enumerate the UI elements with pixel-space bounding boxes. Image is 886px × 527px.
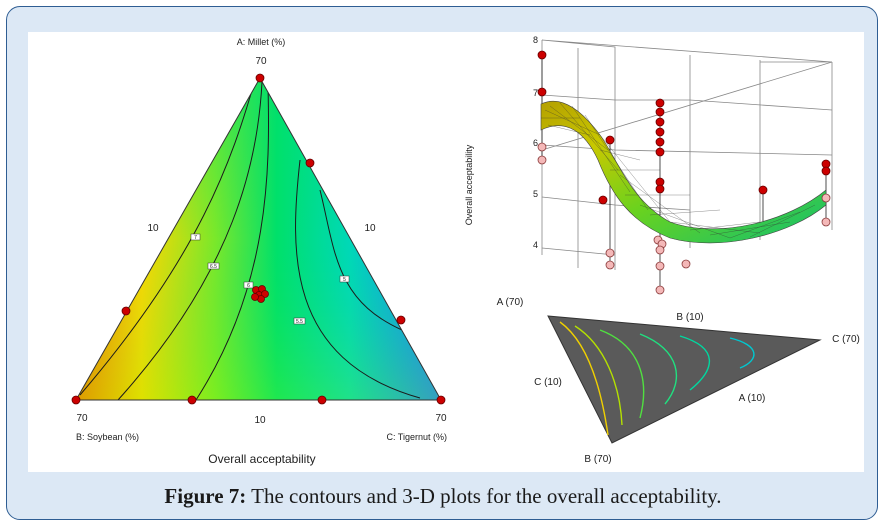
- contour-line-5: [319, 189, 403, 331]
- vertex-b-value: 70: [76, 413, 88, 424]
- base-contour: [679, 335, 711, 391]
- z-tick: 7: [533, 88, 538, 98]
- design-point: [71, 395, 81, 405]
- z-tick: 5: [533, 189, 538, 199]
- design-point-above: [655, 107, 665, 117]
- design-point: [251, 293, 259, 301]
- vertex-c-title: C: Tigernut (%): [386, 432, 447, 442]
- design-point: [396, 315, 406, 325]
- contour-label-6: 6: [247, 283, 250, 289]
- surface-mesh: [544, 102, 816, 239]
- design-point: [436, 395, 446, 405]
- vertex-a-title: A: Millet (%): [237, 37, 286, 47]
- box-grid-horizontal: [541, 94, 833, 256]
- design-point: [317, 395, 327, 405]
- design-points: [71, 73, 446, 405]
- base-triangle: [547, 315, 822, 444]
- base-label-c-right: C (70): [832, 334, 860, 345]
- design-point-above: [537, 50, 547, 60]
- design-point-above: [655, 137, 665, 147]
- design-point: [121, 306, 131, 316]
- base-contour: [574, 325, 623, 426]
- design-point: [305, 158, 315, 168]
- z-tick: 6: [533, 138, 538, 148]
- ternary-outline: [75, 76, 442, 401]
- design-point-above: [605, 135, 615, 145]
- design-point: [187, 395, 197, 405]
- base-label-a-lower: A (10): [739, 393, 766, 404]
- design-point-above: [655, 127, 665, 137]
- z-tick: 8: [533, 35, 538, 45]
- contour-label-6-5: 6.5: [210, 264, 217, 270]
- z-axis-label: Overall acceptability: [464, 144, 474, 225]
- ternary-plot: A: Millet (%) 70 7 6.5 6 5 5.5: [71, 37, 447, 466]
- base-label-b-upper: B (10): [676, 312, 703, 323]
- caption-text: The contours and 3-D plots for the overa…: [251, 484, 722, 508]
- edge-label-bottom: 10: [254, 415, 266, 426]
- base-contour: [729, 337, 755, 369]
- base-contour: [559, 321, 609, 436]
- contour-label-5: 5: [343, 277, 346, 283]
- caption-label: Figure 7:: [164, 484, 247, 508]
- design-point-above: [758, 185, 768, 195]
- base-contour: [639, 333, 678, 405]
- design-point-below: [821, 193, 831, 203]
- base-label-b-bottom: B (70): [584, 454, 611, 465]
- design-point-above: [655, 184, 665, 194]
- base-label-c-left: C (10): [534, 377, 562, 388]
- response-surface: [540, 100, 827, 244]
- design-point-above: [537, 87, 547, 97]
- contour-label-7: 7: [194, 235, 197, 241]
- design-point-below: [605, 260, 615, 270]
- design-point-below: [655, 261, 665, 271]
- contour-line-5-5: [295, 159, 421, 399]
- design-point-below: [605, 248, 615, 258]
- base-contour: [599, 329, 645, 419]
- design-point-above: [655, 98, 665, 108]
- design-point-above: [821, 166, 831, 176]
- design-point: [261, 290, 269, 298]
- design-point-below: [537, 155, 547, 165]
- ternary-fill-overlay: [76, 78, 441, 400]
- base-label-a-top: A (70): [497, 297, 524, 308]
- contour-line-6: [195, 85, 270, 400]
- edge-label-left: 10: [147, 223, 159, 234]
- design-point-below: [681, 259, 691, 269]
- contour-labels: 7 6.5 6 5 5.5: [190, 233, 350, 325]
- design-point-above: [655, 117, 665, 127]
- design-point-above: [655, 147, 665, 157]
- z-tick: 4: [533, 240, 538, 250]
- vertex-c-value: 70: [435, 413, 447, 424]
- design-point: [255, 73, 265, 83]
- design-point-below: [655, 245, 665, 255]
- surface-plot: 8 7 6 5 4 Overall acceptability: [464, 35, 860, 465]
- design-point-below: [821, 217, 831, 227]
- vertex-a-value: 70: [255, 56, 267, 67]
- figure-caption: Figure 7: The contours and 3-D plots for…: [0, 484, 886, 509]
- contour-line-6-5: [117, 81, 263, 400]
- edge-label-right: 10: [364, 223, 376, 234]
- design-point-above: [598, 195, 608, 205]
- surface-mesh: [541, 117, 801, 239]
- vertex-b-title: B: Soybean (%): [76, 432, 139, 442]
- contour-label-5-5: 5.5: [296, 319, 303, 325]
- ternary-title: Overall acceptability: [208, 452, 315, 466]
- design-point-below: [537, 142, 547, 152]
- design-point-below: [655, 285, 665, 295]
- contour-line-7: [79, 79, 256, 396]
